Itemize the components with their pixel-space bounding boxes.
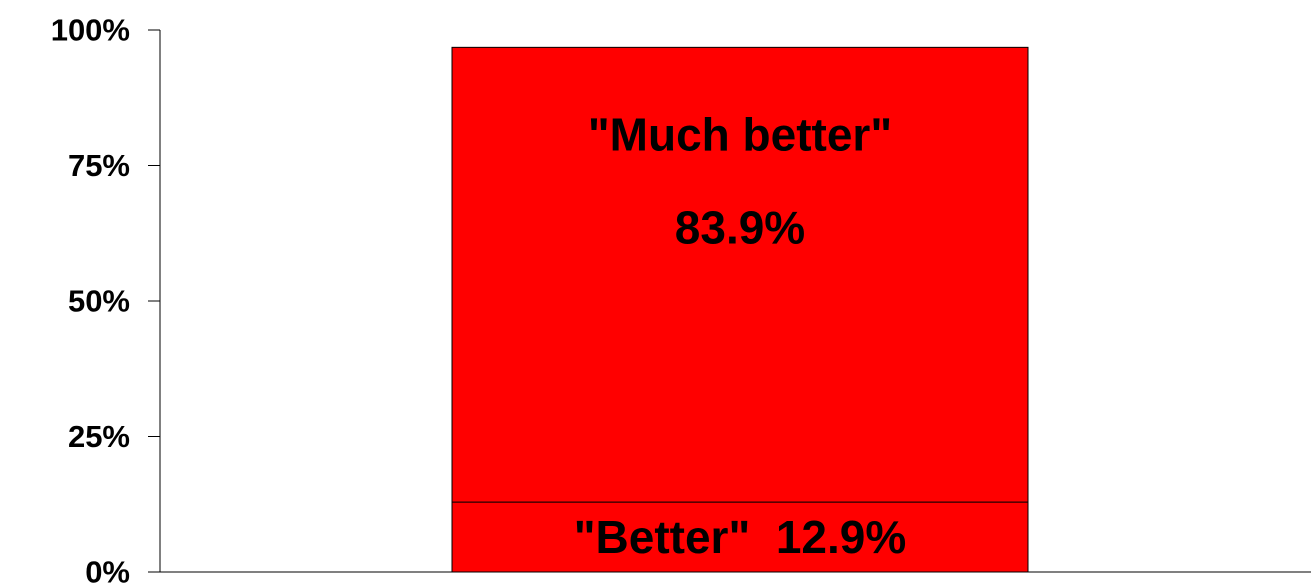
bar-segment-0 xyxy=(451,501,1029,573)
segment-label: "Much better" xyxy=(588,108,892,160)
segment-label: 83.9% xyxy=(675,201,805,253)
y-tick-label: 50% xyxy=(68,284,130,319)
y-tick-label: 100% xyxy=(51,13,130,48)
segment-label: "Better" 12.9% xyxy=(574,511,907,563)
y-tick-label: 25% xyxy=(68,419,130,454)
bar-segment-1 xyxy=(451,46,1029,503)
y-tick-label: 0% xyxy=(85,555,130,588)
y-tick-label: 75% xyxy=(68,148,130,183)
labels: "Better" 12.9% "Much better" 83.9% xyxy=(574,108,907,563)
bars xyxy=(451,46,1029,573)
axes: 0% 25% 50% 75% 100% xyxy=(51,13,1311,588)
